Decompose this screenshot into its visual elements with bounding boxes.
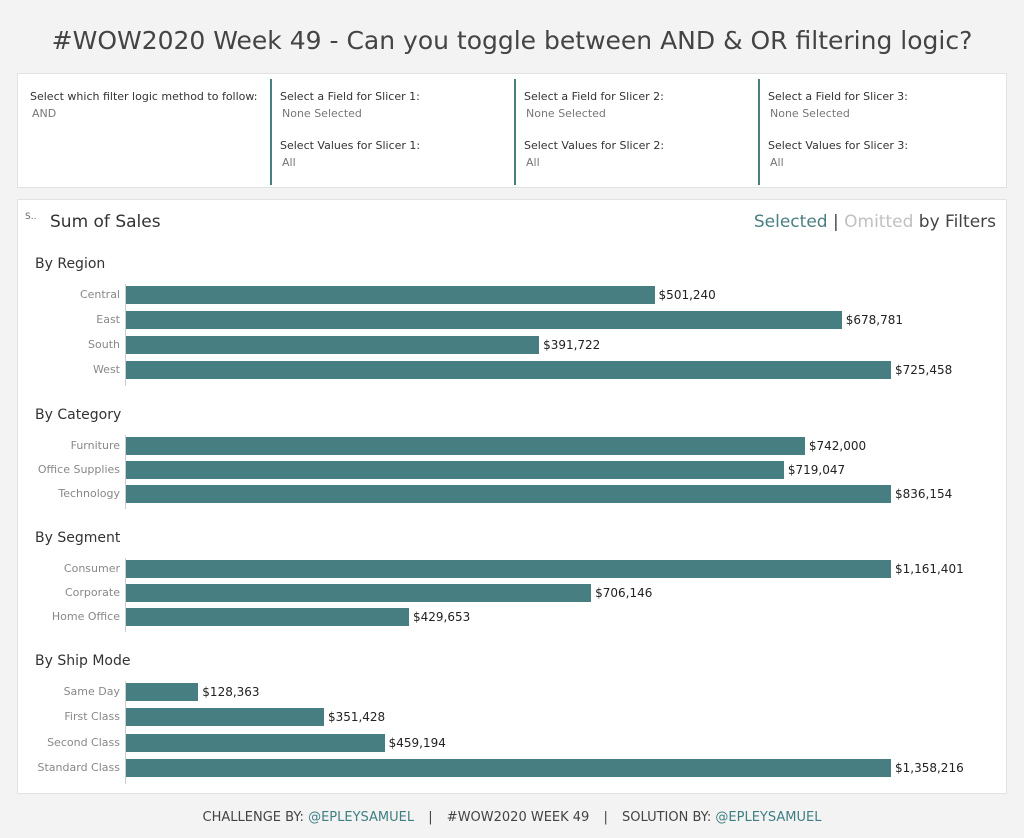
slicer-2-values-select[interactable]: All [526,156,540,169]
challenge-handle-link[interactable]: @EPLEYSAMUEL [308,810,415,825]
section-title: By Ship Mode [35,653,131,669]
footer-challenge: CHALLENGE BY: [202,810,304,825]
bar[interactable] [126,485,891,503]
slicer-3-values-label: Select Values for Slicer 3: [768,139,909,152]
value-label: $706,146 [595,586,653,600]
section-title: By Region [35,256,106,272]
sheet-label: S.. [25,212,37,222]
bar[interactable] [126,733,385,752]
legend-omitted: Omitted [844,212,914,232]
section-title: By Category [35,407,122,423]
value-label: $742,000 [808,439,867,453]
value-label: $1,161,401 [895,562,964,576]
value-label: $459,194 [388,735,446,750]
slicer-1-field-label: Select a Field for Slicer 1: [280,90,420,103]
slicer-2: Select a Field for Slicer 2: None Select… [514,79,754,185]
logic-value[interactable]: AND [32,107,57,120]
chart-heading: Sum of Sales [50,212,161,232]
bar[interactable] [126,361,891,379]
category-label: Second Class [47,735,120,749]
slicer-1-field-select[interactable]: None Selected [282,107,362,120]
bar[interactable] [126,286,655,304]
chart-legend: Selected | Omitted by Filters [754,212,996,232]
category-label: Office Supplies [37,463,120,476]
value-label: $429,653 [413,610,471,624]
footer-pipe: | [428,810,433,825]
category-label: Standard Class [37,760,120,774]
dashboard-title: #WOW2020 Week 49 - Can you toggle betwee… [51,26,973,55]
legend-suffix: by Filters [918,212,996,232]
logic-filter[interactable]: Select which filter logic method to foll… [18,74,268,189]
value-label: $725,458 [895,363,953,377]
value-label: $678,781 [845,313,904,327]
category-label: East [96,313,120,326]
section-title: By Segment [35,530,121,546]
bar[interactable] [126,437,805,455]
value-label: $836,154 [895,487,953,501]
bar[interactable] [126,708,324,727]
value-label: $391,722 [543,338,601,352]
axis-line [125,681,126,785]
category-label: Home Office [51,610,120,623]
bar[interactable] [126,683,199,701]
category-label: South [88,338,120,351]
slicer-2-values-label: Select Values for Slicer 2: [524,139,665,152]
bar[interactable] [126,608,409,626]
category-label: Same Day [63,685,120,698]
value-label: $351,428 [327,710,386,725]
value-label: $1,358,216 [895,760,964,775]
legend-selected: Selected [753,212,828,232]
category-label: West [92,363,120,376]
slicer-1-values-select[interactable]: All [282,156,296,169]
legend-separator: | [832,212,839,232]
footer-solution: SOLUTION BY: [622,810,712,825]
category-label: Consumer [63,562,120,575]
sales-chart-panel: S.. Sum of Sales Selected | Omitted by F… [17,199,1007,794]
footer: CHALLENGE BY: @EPLEYSAMUEL | #WOW2020 WE… [0,810,1024,825]
slicer-3-values-select[interactable]: All [770,156,784,169]
footer-pipe: | [603,810,608,825]
axis-line [125,558,126,632]
category-label: Furniture [70,439,120,452]
bar[interactable] [126,336,540,354]
solution-handle-link[interactable]: @EPLEYSAMUEL [715,810,822,825]
bar[interactable] [126,311,842,329]
axis-line [125,284,126,386]
value-label: $128,363 [202,685,260,699]
slicer-1: Select a Field for Slicer 1: None Select… [270,79,510,185]
filter-panel: Select which filter logic method to foll… [17,73,1007,188]
category-label: Corporate [65,586,120,599]
bar[interactable] [126,758,891,777]
logic-label: Select which filter logic method to foll… [30,90,258,103]
axis-line [125,435,126,509]
category-label: Technology [58,487,120,500]
footer-week: #WOW2020 WEEK 49 [446,810,590,825]
bar[interactable] [126,584,592,602]
slicer-3-field-label: Select a Field for Slicer 3: [768,90,908,103]
category-label: First Class [64,710,120,724]
slicer-3: Select a Field for Slicer 3: None Select… [758,79,998,185]
slicer-2-field-label: Select a Field for Slicer 2: [524,90,664,103]
bar[interactable] [126,461,784,479]
value-label: $719,047 [787,463,846,477]
slicer-2-field-select[interactable]: None Selected [526,107,606,120]
bar[interactable] [126,560,891,578]
value-label: $501,240 [658,288,716,302]
category-label: Central [79,288,120,301]
slicer-3-field-select[interactable]: None Selected [770,107,850,120]
slicer-1-values-label: Select Values for Slicer 1: [280,139,421,152]
